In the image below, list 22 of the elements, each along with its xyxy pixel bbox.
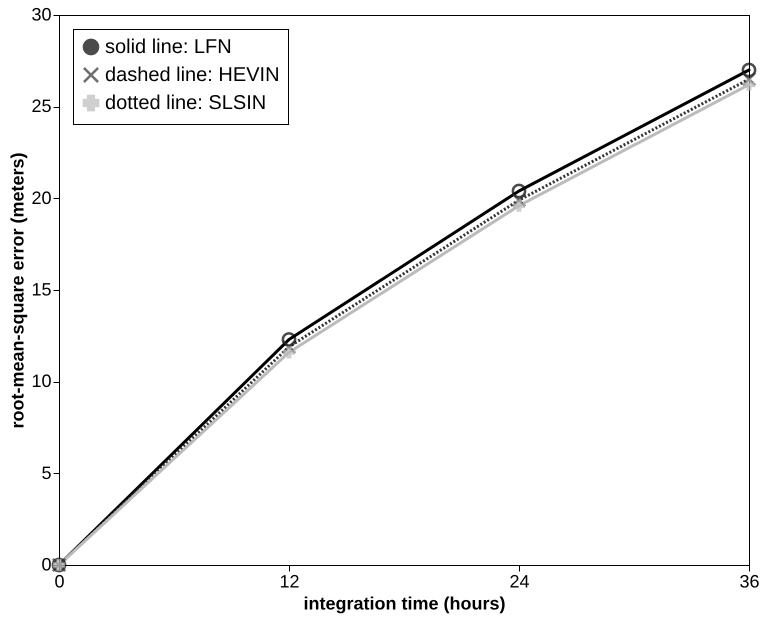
y-tick-label: 20 [31,188,52,208]
x-tick-label: 12 [279,572,300,592]
point [282,346,296,358]
legend-label: solid line: LFN [105,36,232,58]
y-tick-label: 25 [31,96,52,116]
x-tick-label: 0 [54,572,65,592]
point [742,72,756,87]
y-axis-title: root-mean-square error (meters) [7,152,28,429]
point [512,192,526,208]
x-tick-label: 24 [509,572,530,592]
x-tick-label: 36 [739,572,760,592]
point [282,339,296,354]
y-tick-label: 10 [31,371,52,392]
y-tick-label: 15 [31,280,52,300]
y-tick-label: 0 [41,554,52,574]
point [742,78,756,91]
legend-label: dotted line: SLSIN [105,92,266,114]
x-axis-title: integration time (hours) [304,594,506,614]
legend-label: dashed line: HEVIN [105,64,280,86]
point [512,200,526,212]
y-tick-label: 5 [41,462,52,483]
y-tick-label: 30 [31,4,52,24]
